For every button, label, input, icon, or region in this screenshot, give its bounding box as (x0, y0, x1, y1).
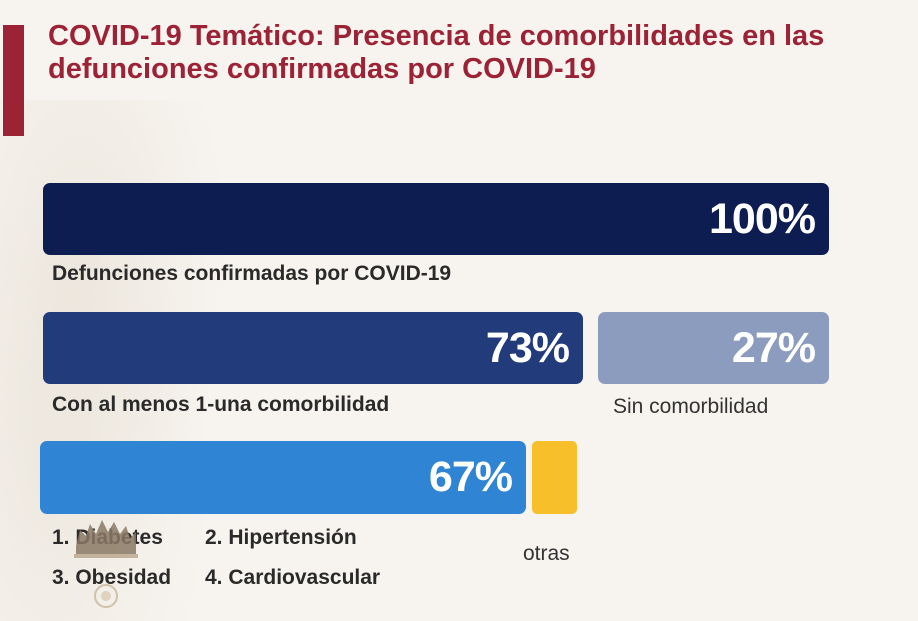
comorbidity-item-2: 2. Hipertensión (205, 526, 357, 549)
comorbidity-item-3: 3. Obesidad (52, 566, 172, 589)
bar-without-comorbidity-value: 27% (731, 323, 816, 372)
government-emblem-icon (74, 520, 138, 608)
bar-without-comorbidity: 27% (598, 312, 829, 384)
bar-total-deaths-value: 100% (709, 194, 816, 243)
title-accent-bar (3, 25, 24, 136)
bar-other-comorbidities (532, 441, 577, 514)
bar-total-deaths: 100% (43, 183, 829, 255)
bar-main-comorbidities: 67% (40, 441, 526, 514)
label-total-deaths: Defunciones confirmadas por COVID-19 (52, 262, 452, 285)
bar-main-comorbidities-value: 67% (428, 453, 513, 501)
label-other-comorbidities: otras (523, 542, 570, 565)
bar-with-comorbidity: 73% (43, 312, 583, 384)
bar-with-comorbidity-value: 73% (485, 323, 570, 372)
label-without-comorbidity: Sin comorbilidad (613, 395, 769, 418)
page-title: COVID-19 Temático: Presencia de comorbil… (48, 20, 825, 85)
comorbidity-item-4: 4. Cardiovascular (205, 566, 381, 589)
label-with-comorbidity: Con al menos 1-una comorbilidad (52, 393, 390, 416)
